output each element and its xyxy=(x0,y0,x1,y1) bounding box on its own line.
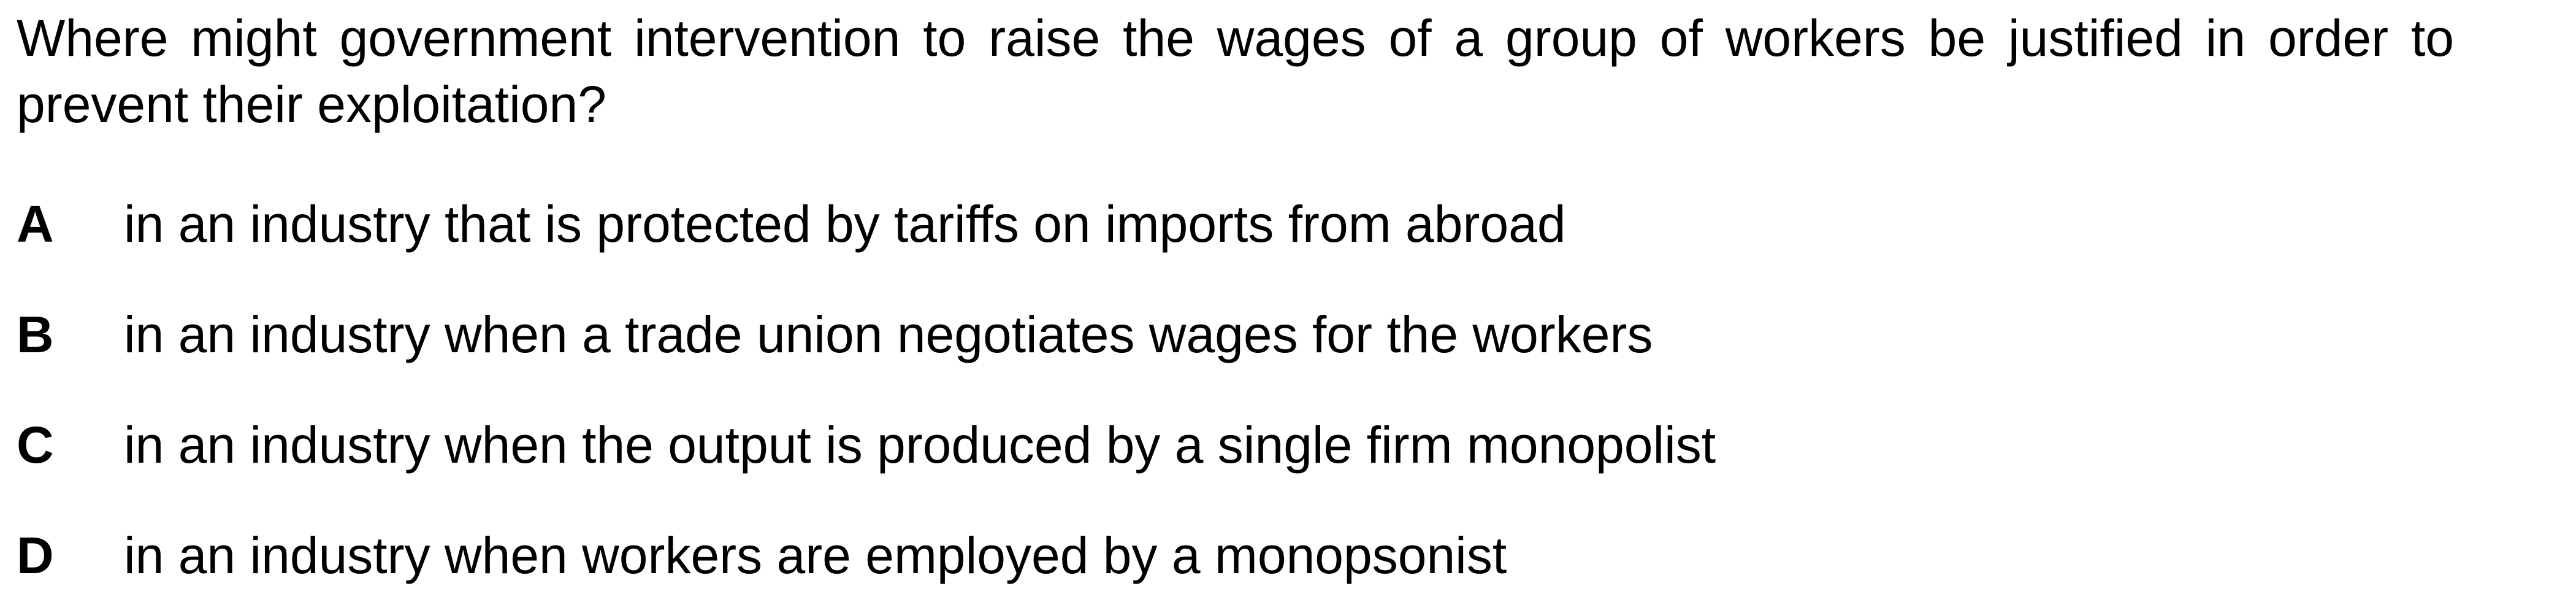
option-letter: C xyxy=(17,416,54,474)
answer-option-b[interactable]: B in an industry when a trade union nego… xyxy=(17,301,2408,368)
option-text: in an industry when workers are employed… xyxy=(124,527,1507,584)
answer-option-c[interactable]: C in an industry when the output is prod… xyxy=(17,411,2408,479)
option-text: in an industry when the output is produc… xyxy=(124,416,1716,474)
option-letter: B xyxy=(17,306,54,363)
option-letter: D xyxy=(17,527,54,584)
question-text: Where might government intervention to r… xyxy=(17,9,2454,133)
answer-option-d[interactable]: D in an industry when workers are employ… xyxy=(17,522,2408,589)
answer-option-a[interactable]: A in an industry that is protected by ta… xyxy=(17,190,2408,258)
option-text: in an industry that is protected by tari… xyxy=(124,195,1566,253)
option-text: in an industry when a trade union negoti… xyxy=(124,306,1653,363)
option-letter: A xyxy=(17,195,54,253)
